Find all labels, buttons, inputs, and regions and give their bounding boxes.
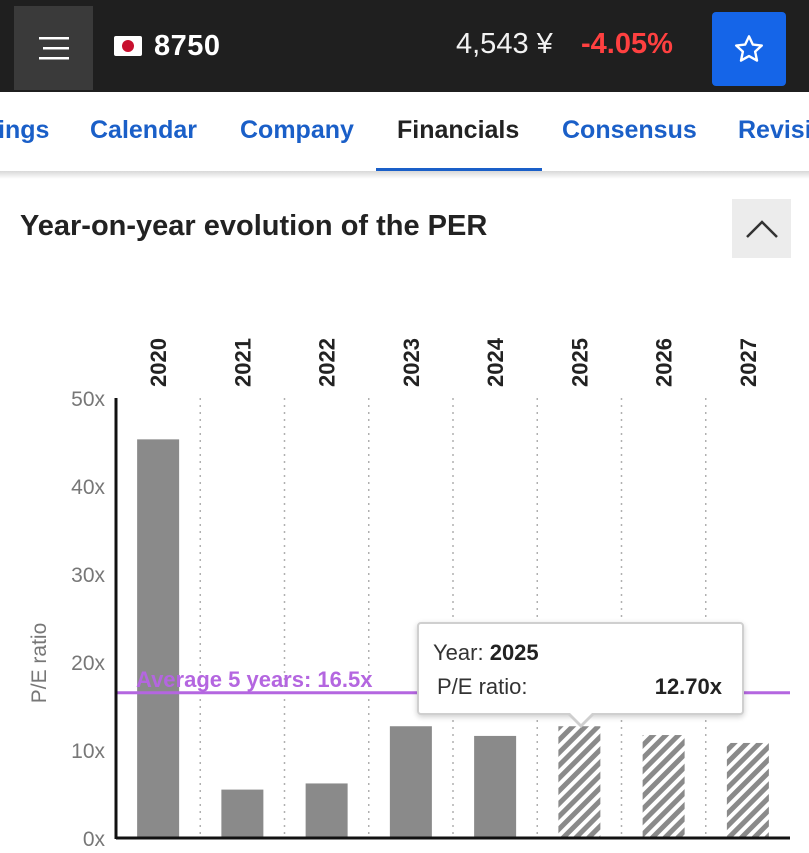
- y-tick-label: 30x: [71, 564, 105, 587]
- tab-bar: ings Calendar Company Financials Consens…: [0, 92, 809, 172]
- bar-2020: [137, 439, 180, 838]
- tooltip-ratio-value: 12.70x: [654, 674, 722, 699]
- x-category-label: 2024: [483, 337, 508, 387]
- y-tick-label: 20x: [71, 652, 105, 675]
- tooltip-ratio-label: P/E ratio:: [437, 674, 528, 699]
- tooltip-year-value: 2025: [489, 640, 539, 665]
- hamburger-icon: [38, 37, 69, 60]
- bar-2025: [558, 726, 601, 838]
- top-bar: 8750 4,543 ¥ -4.05%: [0, 0, 809, 92]
- price: 4,543 ¥: [456, 28, 553, 60]
- price-change: -4.05%: [581, 28, 673, 60]
- chevron-up-icon: [745, 219, 778, 238]
- tab-company[interactable]: Company: [240, 116, 354, 144]
- active-tab-indicator: [376, 168, 542, 173]
- x-category-label: 2021: [230, 338, 255, 387]
- ticker-symbol: 8750: [154, 29, 221, 62]
- bar-2027: [726, 742, 769, 838]
- bar-2026: [642, 735, 685, 838]
- section-title: Year-on-year evolution of the PER: [20, 210, 488, 242]
- tab-revisions[interactable]: Revisi: [738, 116, 809, 144]
- tab-earnings[interactable]: ings: [0, 116, 50, 144]
- y-tick-label: 0x: [83, 828, 106, 851]
- bar-2024: [474, 735, 517, 838]
- menu-button[interactable]: [14, 6, 93, 90]
- y-tick-label: 50x: [71, 388, 105, 411]
- tabs-divider: [0, 171, 809, 179]
- y-tick-label: 10x: [71, 740, 105, 763]
- x-category-label: 2023: [399, 338, 424, 387]
- bar-2023: [389, 726, 432, 838]
- bar-2021: [221, 789, 264, 838]
- ticker-group: 8750: [114, 28, 221, 64]
- per-bar-chart: Average 5 years: 16.5x 0x 10x 20x 30x 40x 50x…: [28, 337, 790, 851]
- tooltip-year-label: Year:: [433, 640, 484, 665]
- tab-consensus[interactable]: Consensus: [562, 116, 697, 144]
- collapse-button[interactable]: [732, 199, 791, 258]
- tooltip-year-row: Year: 2025: [433, 640, 539, 666]
- japan-flag-icon: [114, 36, 142, 56]
- x-category-label: 2020: [146, 338, 171, 387]
- bar-2022: [305, 783, 348, 838]
- tab-financials[interactable]: Financials: [397, 116, 520, 144]
- watchlist-button[interactable]: [712, 12, 786, 86]
- average-label: Average 5 years: 16.5x: [136, 667, 373, 692]
- y-axis-title: P/E ratio: [28, 623, 51, 704]
- x-category-label: 2026: [652, 338, 677, 387]
- x-category-label: 2025: [567, 338, 592, 387]
- x-category-label: 2022: [315, 338, 340, 387]
- x-category-label: 2027: [736, 338, 761, 387]
- tab-calendar[interactable]: Calendar: [90, 116, 197, 144]
- chart-tooltip: Year: 2025 P/E ratio: 12.70x: [417, 622, 744, 728]
- star-outline-icon: [735, 35, 763, 62]
- y-tick-label: 40x: [71, 476, 105, 499]
